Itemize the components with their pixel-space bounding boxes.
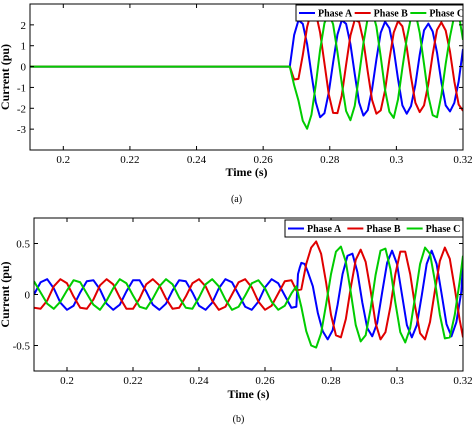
series-line-phase-c [34,245,463,349]
x-tick-label: 0.3 [390,375,404,387]
y-tick-label: -2 [17,103,26,115]
legend-label-phase-b: Phase B [374,9,409,20]
legend: Phase A Phase B Phase C [284,219,464,238]
legend-box [284,219,464,238]
x-tick-label: 0.24 [187,154,207,166]
chart-panel-b: 0.2 0.22 0.24 0.26 0.28 0.3 0.32 -0.5 0 0.5 Time (… [0,217,473,425]
x-tick-label: 0.2 [60,375,74,387]
x-tick-label: 0.24 [189,375,209,387]
x-tick-label: 0.22 [123,375,142,387]
x-tick-label: 0.32 [453,154,472,166]
legend-label-phase-a: Phase A [318,9,353,20]
y-tick-label: -3 [17,124,27,136]
x-tick-label: 0.2 [56,154,70,166]
y-tick-label: 1 [21,41,27,53]
x-tick-label: 0.26 [255,375,275,387]
y-tick-label: -1 [17,82,26,94]
y-tick-label: 0.5 [16,239,30,251]
panel-caption: (b) [233,414,245,425]
y-axis-title: Current (pu) [0,261,12,327]
x-axis-title: Time (s) [225,165,267,179]
y-tick-label: 0 [25,290,31,302]
x-tick-label: 0.28 [321,375,341,387]
x-tick-label: 0.22 [120,154,139,166]
x-tick-label: 0.26 [254,154,274,166]
plot-area-frame [33,217,464,372]
legend-label-phase-b: Phase B [366,224,401,235]
legend-label-phase-c: Phase C [429,9,464,20]
y-tick-label: 0 [21,62,27,74]
x-tick-label: 0.3 [390,154,404,166]
y-tick-label: -0.5 [13,341,31,353]
legend-label-phase-a: Phase A [307,224,342,235]
legend: Phase A Phase B Phase C [295,4,464,22]
series-line-phase-a [30,19,463,119]
panel-caption: (a) [231,194,242,205]
legend-box [295,4,464,22]
legend-label-phase-c: Phase C [426,224,461,235]
x-tick-label: 0.32 [453,375,472,387]
chart-panel-a: 0.2 0.22 0.24 0.26 0.28 0.3 0.32 -3 -2 -1 0 1 2 Time … [0,3,473,205]
series-line-phase-b [34,240,463,341]
y-tick-label: 2 [21,20,27,32]
plot-area-frame [29,3,464,151]
x-axis-title: Time (s) [227,387,269,401]
y-axis-title: Current (pu) [0,44,12,110]
x-tick-label: 0.28 [320,154,340,166]
series-line-phase-c [30,9,463,130]
